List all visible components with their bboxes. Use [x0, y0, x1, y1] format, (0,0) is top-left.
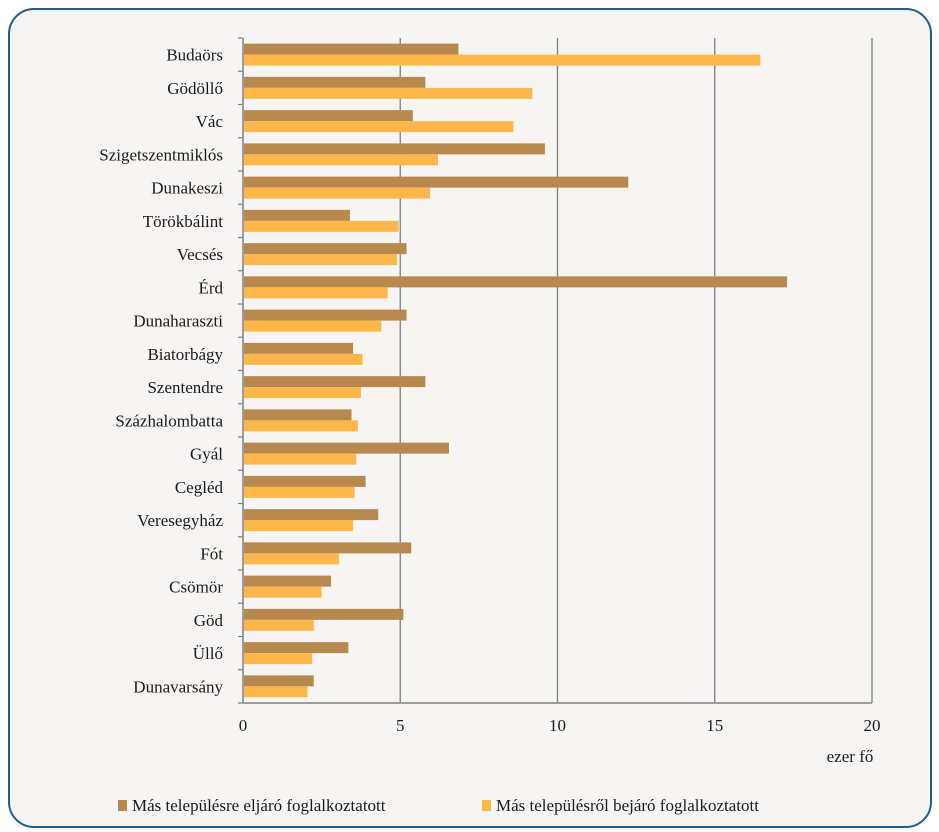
category-label-10: Szentendre — [147, 378, 223, 397]
axes — [238, 37, 872, 704]
bar-bejaro-1 — [244, 87, 533, 99]
legend-swatch-eljaro — [118, 800, 127, 811]
bar-bejaro-5 — [244, 220, 399, 232]
bar-bejaro-15 — [244, 553, 339, 565]
bar-eljaro-4 — [244, 176, 629, 188]
x-tick-10: 10 — [549, 716, 566, 735]
bar-eljaro-13 — [244, 475, 366, 487]
category-label-15: Fót — [200, 544, 223, 563]
bar-eljaro-9 — [244, 342, 354, 354]
bar-bejaro-11 — [244, 420, 358, 432]
x-tick-0: 0 — [239, 716, 248, 735]
x-tick-15: 15 — [706, 716, 723, 735]
category-label-2: Vác — [196, 112, 224, 131]
bar-eljaro-2 — [244, 110, 413, 122]
category-label-0: Budaörs — [166, 46, 223, 65]
bar-eljaro-5 — [244, 209, 350, 221]
x-tick-20: 20 — [864, 716, 881, 735]
bar-bejaro-7 — [244, 287, 388, 299]
bar-bejaro-8 — [244, 320, 382, 332]
bar-bejaro-9 — [244, 353, 363, 365]
bar-eljaro-19 — [244, 675, 314, 687]
bar-eljaro-14 — [244, 509, 379, 521]
x-tick-5: 5 — [396, 716, 405, 735]
bar-eljaro-7 — [244, 276, 788, 288]
legend: Más településre eljáró foglalkoztatott M… — [118, 796, 759, 815]
category-label-5: Törökbálint — [143, 212, 224, 231]
bar-bejaro-19 — [244, 686, 308, 698]
bar-bejaro-17 — [244, 619, 314, 631]
category-label-13: Cegléd — [175, 478, 224, 497]
bar-bejaro-3 — [244, 154, 438, 166]
bar-bejaro-14 — [244, 520, 354, 532]
bar-eljaro-0 — [244, 43, 459, 55]
bar-eljaro-18 — [244, 642, 349, 654]
category-label-18: Üllő — [193, 644, 223, 663]
bar-bejaro-12 — [244, 453, 357, 465]
category-label-19: Dunavarsány — [133, 677, 223, 696]
bar-bejaro-13 — [244, 486, 355, 498]
bar-eljaro-3 — [244, 143, 545, 155]
category-label-16: Csömör — [169, 578, 223, 597]
legend-swatch-bejaro — [482, 800, 491, 811]
category-label-11: Százhalombatta — [115, 411, 223, 430]
bars — [244, 43, 788, 698]
bar-eljaro-12 — [244, 442, 449, 454]
category-label-9: Biatorbágy — [147, 345, 223, 364]
bar-bejaro-6 — [244, 254, 398, 266]
bar-bejaro-10 — [244, 387, 361, 399]
category-label-12: Gyál — [190, 445, 223, 464]
legend-label-bejaro: Más településről bejáró foglalkoztatott — [496, 796, 759, 815]
bar-eljaro-10 — [244, 376, 426, 388]
category-labels: Budaörs Gödöllő Vác Szigetszentmiklós Dunake… — [99, 46, 223, 697]
category-label-17: Göd — [194, 611, 224, 630]
bar-bejaro-2 — [244, 121, 514, 133]
bar-eljaro-15 — [244, 542, 412, 554]
bar-bejaro-4 — [244, 187, 431, 199]
x-axis-unit-label: ezer fő — [827, 747, 874, 766]
category-label-4: Dunakeszi — [151, 179, 223, 198]
bar-bejaro-0 — [244, 54, 761, 66]
x-tick-labels: 0 5 10 15 20 — [239, 716, 881, 735]
category-label-6: Vecsés — [177, 245, 223, 264]
bar-eljaro-1 — [244, 76, 426, 88]
bar-eljaro-17 — [244, 608, 404, 620]
category-label-1: Gödöllő — [167, 79, 223, 98]
bar-eljaro-11 — [244, 409, 352, 421]
category-label-3: Szigetszentmiklós — [99, 145, 223, 164]
category-label-7: Érd — [198, 278, 223, 297]
category-label-14: Veresegyház — [137, 511, 223, 530]
bar-eljaro-6 — [244, 243, 407, 255]
grid-lines — [399, 38, 873, 703]
legend-label-eljaro: Más településre eljáró foglalkoztatott — [132, 796, 386, 815]
bar-eljaro-8 — [244, 309, 407, 321]
bar-eljaro-16 — [244, 575, 332, 587]
bar-bejaro-16 — [244, 586, 322, 598]
category-label-8: Dunaharaszti — [133, 312, 223, 331]
bar-bejaro-18 — [244, 653, 313, 665]
